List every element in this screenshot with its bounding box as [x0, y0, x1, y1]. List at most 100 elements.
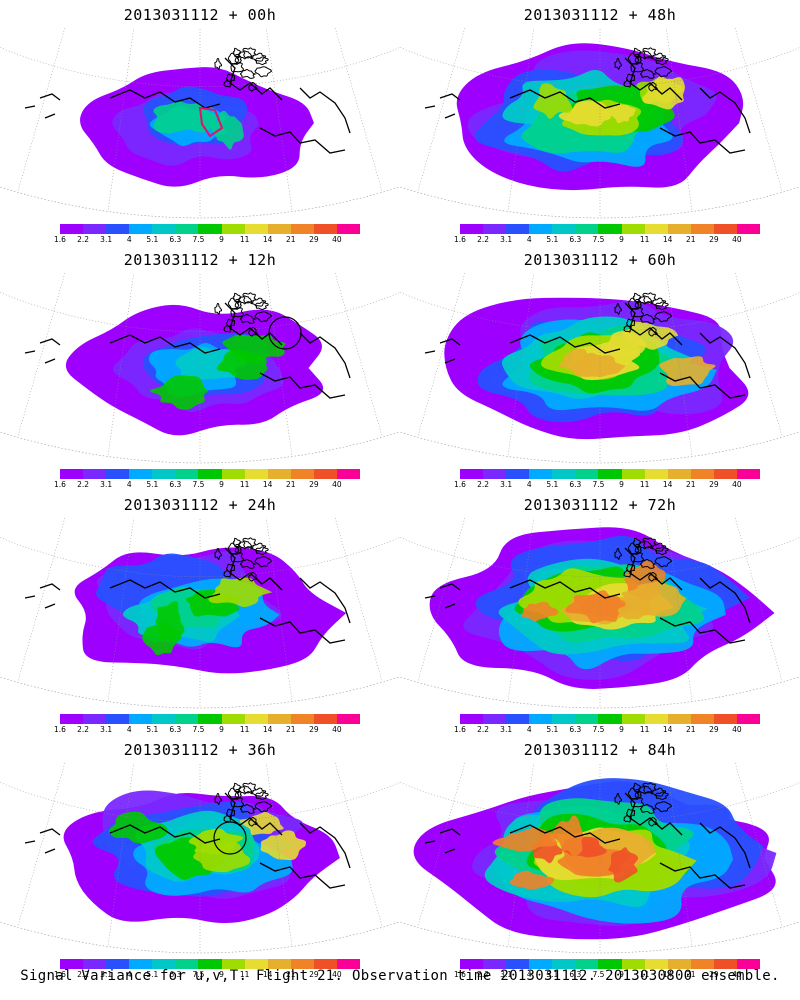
variance-map	[400, 28, 800, 219]
colorbar-tick-label: 7.5	[192, 235, 205, 244]
colorbar-swatch	[690, 224, 714, 234]
colorbar-tick-label: 1.6	[54, 970, 66, 979]
colorbar-swatch	[244, 959, 268, 969]
panel-title: 2013031112 + 84h	[523, 741, 677, 759]
map-panel-72h: 2013031112 + 72h 1.6 2.2 3.1 4 5.1 6.3 7.5 9 11 14…	[400, 490, 800, 735]
colorbar-swatch	[106, 224, 130, 234]
colorbar-tick-label: 7.5	[592, 480, 605, 489]
colorbar-tick-label: 4	[126, 725, 132, 734]
colorbar-tick-label: 1.6	[454, 235, 466, 244]
colorbar-tick-label: 29	[709, 480, 719, 489]
colorbar-tick-label: 11	[239, 725, 250, 734]
colorbar-tick-label: 3.1	[100, 725, 113, 734]
colorbar-swatch	[713, 959, 737, 969]
colorbar-swatch	[690, 469, 714, 479]
colorbar-tick-label: 9	[619, 235, 624, 244]
variance-map	[0, 763, 400, 954]
colorbar-tick-label: 6.3	[169, 970, 182, 979]
colorbar-swatch	[313, 469, 337, 479]
colorbar-swatch	[290, 224, 314, 234]
figure-caption: Signal Variance for u,v,T. Flight 21. Ob…	[20, 968, 780, 984]
colorbar-tick-label: 21	[685, 725, 696, 734]
colorbar-swatch	[713, 224, 737, 234]
colorbar-tick-label: 2.2	[477, 725, 490, 734]
colorbar-tick-label: 9	[219, 235, 224, 244]
colorbar-swatch	[60, 959, 84, 969]
colorbar-tick-label: 2.2	[77, 480, 90, 489]
colorbar-tick-label: 11	[639, 970, 650, 979]
colorbar-tick-label: 40	[732, 235, 742, 244]
colorbar-tick-label: 6.3	[169, 725, 182, 734]
colorbar-swatch	[575, 224, 599, 234]
colorbar-swatch	[313, 714, 337, 724]
colorbar-tick-label: 3.1	[100, 480, 113, 489]
colorbar-swatch	[506, 714, 530, 724]
colorbar	[460, 959, 761, 969]
colorbar-swatch	[644, 959, 668, 969]
colorbar-swatch	[667, 714, 691, 724]
coastline	[24, 292, 351, 399]
colorbar-tick-label: 11	[239, 970, 250, 979]
colorbar-tick-label: 4	[526, 970, 532, 979]
colorbar-tick-label: 2.2	[477, 235, 490, 244]
colorbar-swatch	[460, 959, 484, 969]
colorbar-tick-label: 9	[219, 970, 224, 979]
colorbar-tick-label: 21	[685, 480, 696, 489]
colorbar-swatch	[506, 469, 530, 479]
colorbar-swatch	[290, 469, 314, 479]
colorbar-swatch	[106, 959, 130, 969]
colorbar-swatch	[290, 959, 314, 969]
colorbar-swatch	[736, 224, 761, 234]
colorbar	[460, 469, 761, 479]
colorbar	[460, 714, 761, 724]
colorbar-swatch	[575, 714, 599, 724]
colorbar-tick-label: 6.3	[169, 480, 182, 489]
colorbar-tick-label: 5.1	[546, 725, 559, 734]
colorbar-tick-label: 4	[526, 725, 532, 734]
colorbar-swatch	[336, 714, 361, 724]
panel-title: 2013031112 + 60h	[523, 251, 677, 269]
map-panel-84h: 2013031112 + 84h 1.6 2.2 3.1 4 5.1 6.3 7.5 9 11 14…	[400, 735, 800, 980]
colorbar-swatch	[483, 959, 507, 969]
observation-circle	[213, 821, 247, 855]
colorbar-swatch	[60, 224, 84, 234]
colorbar-ticks: 1.6 2.2 3.1 4 5.1 6.3 7.5 9 11 14 21 29 40	[54, 235, 360, 245]
colorbar-swatch	[667, 224, 691, 234]
colorbar-tick-label: 3.1	[500, 970, 513, 979]
colorbar-tick-label: 5.1	[146, 725, 159, 734]
colorbar-swatch	[336, 469, 361, 479]
colorbar-swatch	[152, 959, 176, 969]
colorbar-tick-label: 29	[709, 725, 719, 734]
colorbar-swatch	[129, 959, 153, 969]
colorbar-swatch	[460, 469, 484, 479]
map-panel-60h: 2013031112 + 60h 1.6 2.2 3.1 4 5.1 6.3 7.5 9 11 14…	[400, 245, 800, 490]
variance-map	[0, 273, 400, 464]
map-panel-36h: 2013031112 + 36h 1.6 2.2 3.1 4 5.1 6.3 7.5 9 11 14…	[0, 735, 400, 980]
colorbar-tick-label: 29	[709, 970, 719, 979]
colorbar-tick-label: 5.1	[546, 970, 559, 979]
colorbar-tick-label: 14	[262, 970, 273, 979]
colorbar-tick-label: 6.3	[569, 235, 582, 244]
variance-map	[400, 273, 800, 464]
colorbar-tick-label: 5.1	[546, 235, 559, 244]
colorbar-swatch	[736, 469, 761, 479]
colorbar-swatch	[313, 224, 337, 234]
colorbar-tick-label: 6.3	[569, 725, 582, 734]
colorbar-tick-label: 11	[239, 235, 250, 244]
coastline	[24, 782, 351, 889]
colorbar-tick-label: 3.1	[100, 235, 113, 244]
colorbar-tick-label: 5.1	[146, 970, 159, 979]
map-panel-48h: 2013031112 + 48h 1.6 2.2 3.1 4 5.1 6.3 7.5 9 11 14…	[400, 0, 800, 245]
colorbar-swatch	[221, 959, 245, 969]
colorbar-swatch	[529, 714, 553, 724]
colorbar-ticks: 1.6 2.2 3.1 4 5.1 6.3 7.5 9 11 14 21 29 40	[454, 725, 760, 735]
colorbar-tick-label: 2.2	[77, 725, 90, 734]
colorbar-tick-label: 40	[332, 725, 342, 734]
panel-title: 2013031112 + 00h	[123, 6, 277, 24]
colorbar-swatch	[60, 714, 84, 724]
colorbar-tick-label: 9	[619, 725, 624, 734]
colorbar-swatch	[736, 959, 761, 969]
colorbar-swatch	[106, 714, 130, 724]
colorbar-tick-label: 1.6	[54, 480, 66, 489]
colorbar-tick-label: 14	[262, 725, 273, 734]
